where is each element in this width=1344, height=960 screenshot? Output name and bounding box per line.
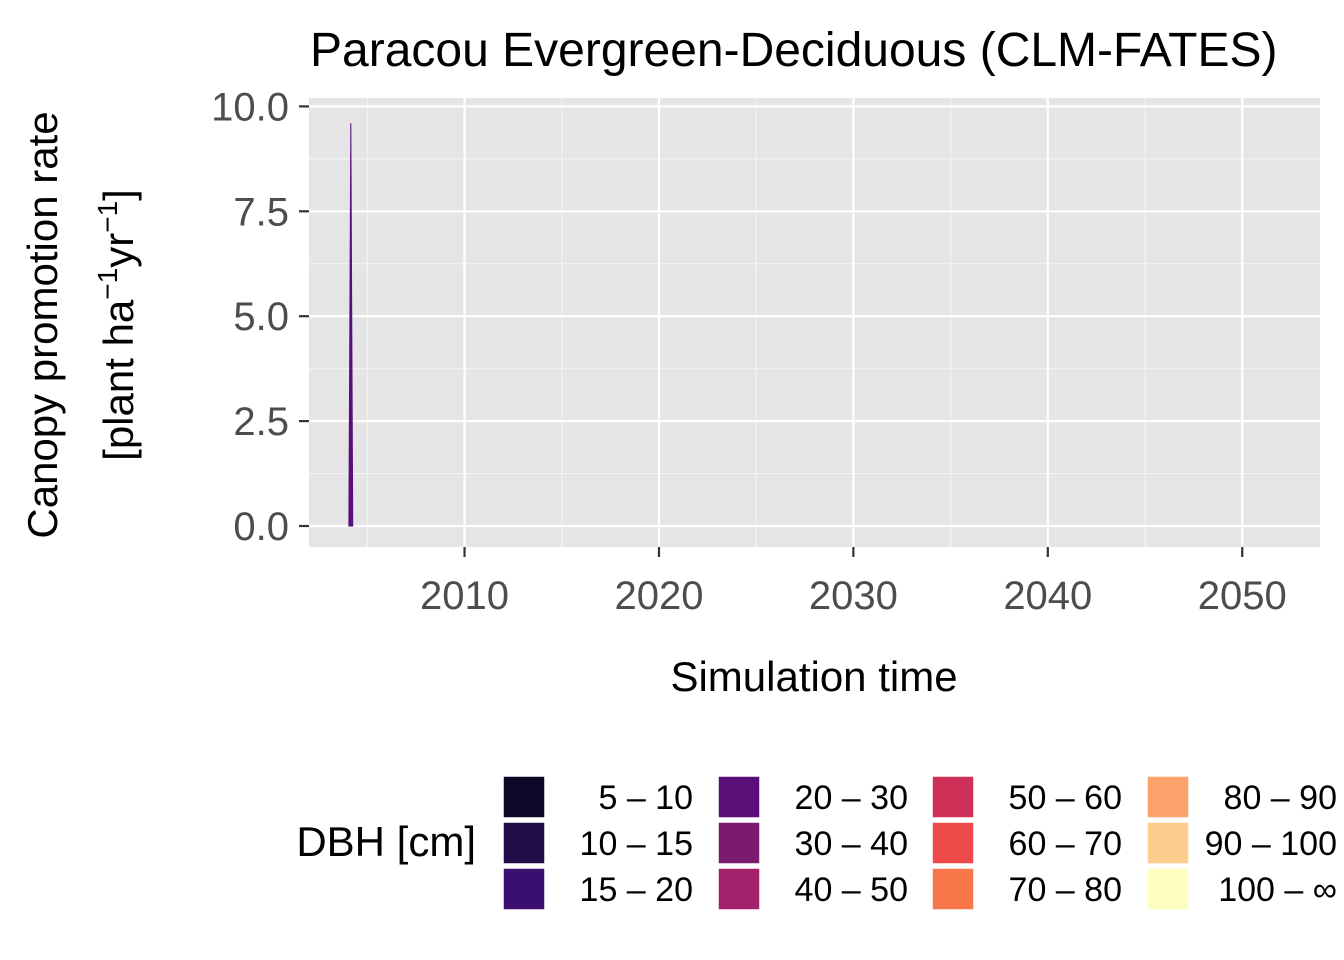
legend-key [931,775,975,819]
y-axis-title-unit-a: [plant ha [95,299,142,461]
legend-key [502,867,546,911]
legend-key [502,821,546,865]
chart-title: Paracou Evergreen-Deciduous (CLM-FATES) [310,24,1277,77]
y-axis-title-line1: Canopy promotion rate [19,111,66,538]
x-tick-label: 2040 [1003,574,1092,618]
grid-major [309,98,1320,547]
legend-key [931,867,975,911]
y-tick-label: 2.5 [233,400,289,444]
series-area [348,123,354,527]
legend-label: 20 – 30 [795,779,908,817]
legend-key [1146,867,1190,911]
y-axis-title: Canopy promotion rate [plant ha−1yr−1] [19,111,142,538]
x-axis-title: Simulation time [670,653,957,700]
legend-key [717,775,761,819]
y-tick-label: 10.0 [211,85,289,129]
legend-label: 5 – 10 [598,779,693,817]
x-tick-label: 2010 [420,574,509,618]
legend-label: 100 – ∞ [1218,871,1337,909]
y-tick-label: 7.5 [233,190,289,234]
y-tick-label: 5.0 [233,295,289,339]
legend-label: 15 – 20 [580,871,693,909]
legend-key [717,867,761,911]
y-axis-title-unit-b: yr [95,233,142,268]
y-tick-label: 0.0 [233,505,289,549]
legend-label: 70 – 80 [1009,871,1122,909]
y-axis-title-exp-b: −1 [92,201,123,233]
x-axis: 2010 2020 2030 2040 2050 [420,547,1287,618]
y-axis: 0.0 2.5 5.0 7.5 10.0 [211,85,309,549]
grid-minor [309,98,1320,547]
y-axis-title-line2: [plant ha−1yr−1] [92,189,142,461]
legend-key [1146,775,1190,819]
legend-label: 60 – 70 [1009,825,1122,863]
x-tick-label: 2020 [614,574,703,618]
legend-label: 40 – 50 [795,871,908,909]
plot-panel [309,98,1320,547]
legend-label: 90 – 100 [1205,825,1337,863]
x-tick-label: 2050 [1198,574,1287,618]
legend-key [717,821,761,865]
legend: 5 – 10 10 – 15 15 – 20 20 – 30 30 – 40 40 – 5… [502,775,1337,911]
legend-key [1146,821,1190,865]
legend-key [931,821,975,865]
y-axis-title-close: ] [95,189,142,201]
legend-label: 50 – 60 [1009,779,1122,817]
legend-label: 10 – 15 [580,825,693,863]
legend-title: DBH [cm] [296,818,476,865]
y-axis-title-exp-a: −1 [92,268,123,300]
legend-label: 80 – 90 [1224,779,1337,817]
legend-label: 30 – 40 [795,825,908,863]
legend-key [502,775,546,819]
series-layer [348,123,354,527]
x-tick-label: 2030 [809,574,898,618]
